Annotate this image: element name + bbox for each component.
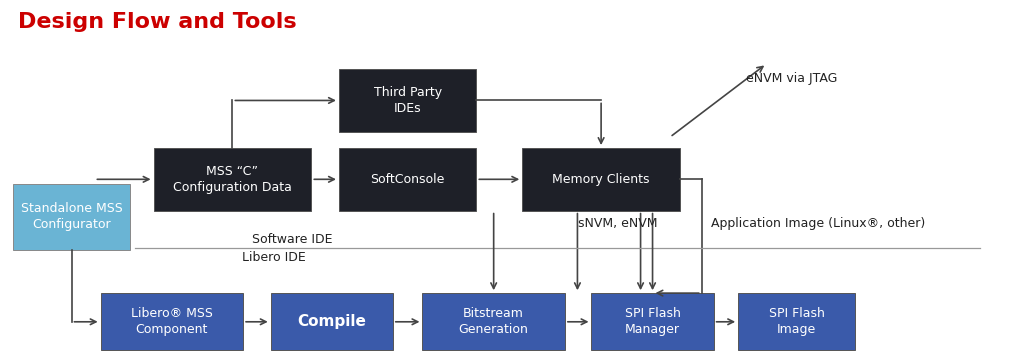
Text: Software IDE: Software IDE <box>252 233 333 246</box>
FancyBboxPatch shape <box>422 293 565 351</box>
Text: eNVM via JTAG: eNVM via JTAG <box>746 72 838 84</box>
FancyBboxPatch shape <box>339 148 476 211</box>
Text: Bitstream
Generation: Bitstream Generation <box>459 307 528 336</box>
FancyBboxPatch shape <box>13 184 130 250</box>
Text: MSS “C”
Configuration Data: MSS “C” Configuration Data <box>173 165 292 194</box>
Text: Design Flow and Tools: Design Flow and Tools <box>18 12 297 32</box>
FancyBboxPatch shape <box>522 148 680 211</box>
Text: Standalone MSS
Configurator: Standalone MSS Configurator <box>20 202 123 232</box>
Text: SPI Flash
Manager: SPI Flash Manager <box>625 307 681 336</box>
Text: Application Image (Linux®, other): Application Image (Linux®, other) <box>711 217 925 230</box>
Text: Compile: Compile <box>297 314 367 329</box>
FancyBboxPatch shape <box>154 148 311 211</box>
Text: Third Party
IDEs: Third Party IDEs <box>374 86 441 115</box>
FancyBboxPatch shape <box>592 293 714 351</box>
Text: Libero IDE: Libero IDE <box>242 251 306 264</box>
Text: Memory Clients: Memory Clients <box>552 173 650 186</box>
FancyBboxPatch shape <box>339 69 476 132</box>
FancyBboxPatch shape <box>100 293 243 351</box>
Text: Libero® MSS
Component: Libero® MSS Component <box>131 307 213 336</box>
Text: sNVM, eNVM: sNVM, eNVM <box>579 217 657 230</box>
FancyBboxPatch shape <box>270 293 393 351</box>
Text: SoftConsole: SoftConsole <box>371 173 444 186</box>
FancyBboxPatch shape <box>738 293 855 351</box>
Text: SPI Flash
Image: SPI Flash Image <box>769 307 824 336</box>
